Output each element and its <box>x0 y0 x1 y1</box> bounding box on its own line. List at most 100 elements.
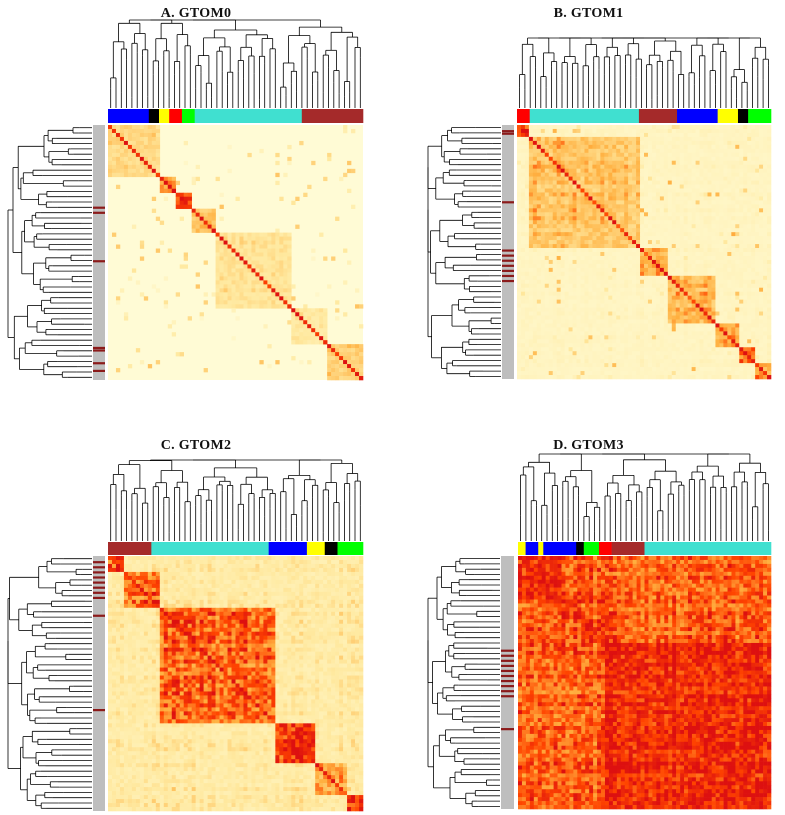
heatmap-cell <box>711 140 716 146</box>
heatmap-cell <box>612 160 617 165</box>
heatmap-cell <box>683 267 688 273</box>
heatmap-cell <box>592 311 597 316</box>
heatmap-cell <box>703 331 708 336</box>
heatmap-cell <box>715 172 720 177</box>
heatmap-cell <box>767 196 772 201</box>
heatmap-cell <box>691 347 696 352</box>
heatmap-cell <box>319 332 324 337</box>
heatmap-cell <box>624 184 629 189</box>
heatmap-cell <box>517 351 522 356</box>
heatmap-cell <box>763 160 768 165</box>
heatmap-cell <box>576 208 581 213</box>
heatmap-cell <box>517 287 522 292</box>
heatmap-cell <box>687 307 692 312</box>
heatmap-cell <box>707 343 712 348</box>
heatmap-cell <box>739 255 744 261</box>
heatmap-cell <box>552 128 557 134</box>
heatmap-cell <box>691 263 696 269</box>
heatmap-cell <box>517 331 522 336</box>
heatmap-cell <box>560 140 565 146</box>
heatmap-cell <box>544 347 550 352</box>
heatmap-cell <box>592 212 597 217</box>
heatmap-cell <box>359 376 364 381</box>
heatmap-cell <box>675 200 681 205</box>
heatmap-cell <box>620 267 625 273</box>
heatmap-cell <box>632 156 637 162</box>
heatmap-cell <box>604 125 609 130</box>
heatmap-cell <box>723 291 728 296</box>
heatmap-cell <box>600 343 605 348</box>
heatmap-cell <box>763 125 768 130</box>
heatmap-cell <box>219 232 224 237</box>
heatmap-cell <box>703 259 708 265</box>
heatmap-cell <box>767 307 772 312</box>
heatmap-cell <box>231 288 236 293</box>
heatmap-cell <box>600 351 605 356</box>
heatmap-cell <box>632 331 637 336</box>
heatmap-cell <box>536 271 542 277</box>
heatmap-cell <box>239 260 244 265</box>
heatmap-cell <box>115 164 121 170</box>
heatmap-cell <box>219 252 224 257</box>
heatmap-cell <box>759 180 764 185</box>
heatmap-cell <box>679 136 684 142</box>
heatmap-cell <box>763 216 768 221</box>
heatmap-cell <box>604 228 609 233</box>
heatmap-cell <box>604 208 609 213</box>
heatmap-cell <box>671 347 677 352</box>
heatmap-cell <box>191 220 196 225</box>
heatmap-cell <box>343 248 348 253</box>
heatmap-cell <box>739 192 744 197</box>
heatmap-cell <box>568 311 573 316</box>
heatmap-cell <box>255 300 260 305</box>
heatmap-cell <box>628 152 633 158</box>
heatmap-cell <box>552 299 557 304</box>
heatmap-cell <box>735 323 740 328</box>
heatmap-cell <box>139 256 145 261</box>
heatmap-cell <box>711 196 716 201</box>
heatmap-cell <box>532 263 538 269</box>
heatmap-cell <box>655 176 661 181</box>
heatmap-cell <box>644 172 649 177</box>
heatmap-cell <box>731 339 736 344</box>
heatmap-cell <box>588 263 593 269</box>
heatmap-cell <box>532 307 538 312</box>
heatmap-cell <box>715 160 720 165</box>
heatmap-cell <box>707 216 712 221</box>
heatmap-cell <box>576 156 581 162</box>
heatmap-cell <box>628 311 633 316</box>
heatmap-cell <box>651 343 657 348</box>
heatmap-cell <box>735 156 740 162</box>
heatmap-cell <box>667 327 673 332</box>
heatmap-cell <box>604 212 609 217</box>
heatmap-cell <box>647 335 653 340</box>
heatmap-cell <box>592 216 597 221</box>
heatmap-cell <box>580 188 585 193</box>
heatmap-cell <box>711 212 716 217</box>
heatmap-cell <box>560 128 565 134</box>
heatmap-cell <box>691 224 696 229</box>
heatmap-cell <box>731 236 736 241</box>
heatmap-cell <box>743 323 748 328</box>
heatmap-cell <box>540 303 546 308</box>
heatmap-cell <box>759 136 764 142</box>
heatmap-cell <box>576 232 581 237</box>
heatmap-cell <box>135 148 141 154</box>
heatmap-cell <box>520 204 526 209</box>
heatmap-cell <box>568 188 573 193</box>
heatmap-cell <box>719 347 724 352</box>
heatmap-cell <box>219 292 224 297</box>
heatmap-cell <box>679 240 684 245</box>
heatmap-cell <box>707 259 712 265</box>
heatmap-cell <box>671 279 677 285</box>
heatmap-cell <box>711 255 716 261</box>
heatmap-cell <box>723 347 728 352</box>
heatmap-cell <box>715 192 720 197</box>
heatmap-cell <box>520 144 526 150</box>
heatmap-cell <box>608 132 613 138</box>
heatmap-cell <box>616 200 621 205</box>
heatmap-cell <box>616 311 621 316</box>
heatmap-cell <box>528 168 534 173</box>
heatmap-cell <box>759 335 764 340</box>
heatmap-cell <box>564 351 569 356</box>
